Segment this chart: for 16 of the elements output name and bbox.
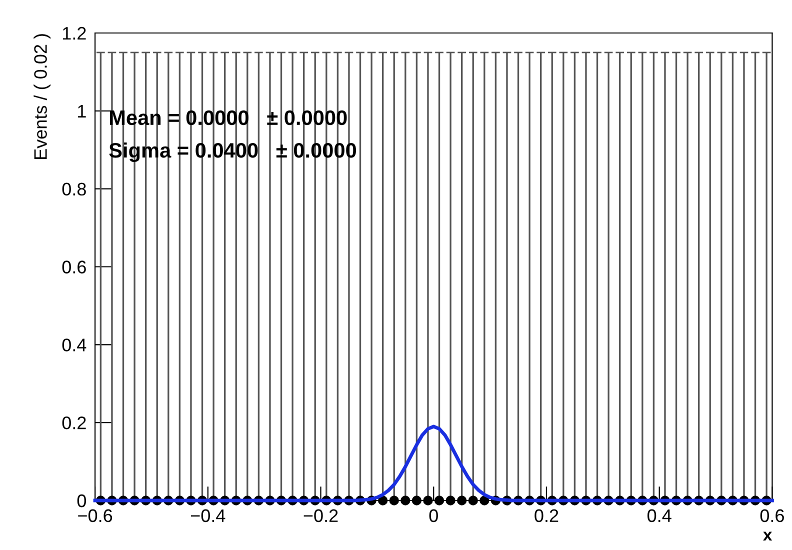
x-axis-title: x — [763, 532, 772, 541]
x-tick-label: −0.6 — [78, 509, 112, 522]
y-tick-label: 0.6 — [62, 260, 86, 274]
y-tick-label: 0 — [77, 494, 86, 508]
x-tick-label: 0 — [429, 509, 438, 522]
x-tick-label: 0.4 — [647, 509, 672, 522]
y-tick-label: 1 — [78, 105, 86, 118]
x-tick-label: −0.4 — [190, 509, 226, 522]
y-tick-label: 1.2 — [62, 26, 86, 40]
y-tick-label: 0.4 — [62, 338, 86, 352]
x-tick-label: 0.2 — [534, 509, 558, 522]
y-axis-title: Events / ( 0.02 ) — [34, 34, 50, 159]
x-tick-label: −0.2 — [304, 509, 338, 522]
y-tick-label: 0.8 — [62, 182, 86, 196]
y-tick-label: 0.2 — [62, 416, 86, 430]
x-tick-label: 0.6 — [760, 509, 784, 522]
